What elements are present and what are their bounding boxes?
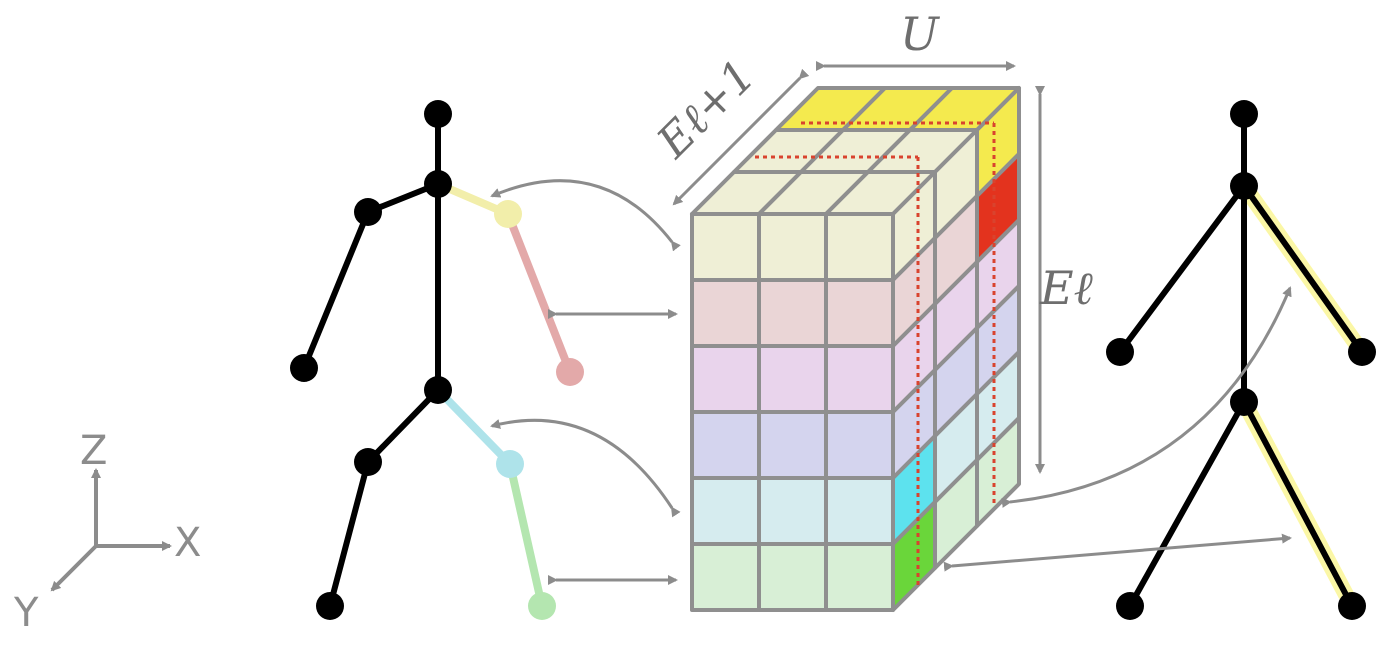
- z-axis-label: Z: [80, 428, 107, 474]
- right-foot-joint: [1338, 592, 1366, 620]
- front-cell: [757, 476, 828, 546]
- hip-bone: [365, 387, 441, 465]
- leg-column-arrow: [943, 533, 1292, 572]
- y-axis-label: Y: [13, 590, 39, 636]
- front-cell: [824, 278, 895, 348]
- arm-column-arrow: [1001, 286, 1292, 508]
- left-arm-bone: [1117, 183, 1247, 355]
- right-hand-joint: [1348, 338, 1376, 366]
- front-cell: [757, 344, 828, 414]
- neck-joint: [424, 170, 452, 198]
- mapping-arrows-right: [943, 286, 1292, 572]
- front-cell: [757, 410, 828, 480]
- y-axis-arrow: [50, 544, 98, 592]
- front-cell: [824, 476, 895, 546]
- front-cell: [690, 542, 761, 612]
- elbow-joint: [354, 198, 382, 226]
- right-leg-bone: [1241, 399, 1355, 609]
- arm-to-row-arrow: [490, 179, 681, 252]
- colored-hand-joint: [556, 358, 584, 386]
- front-cell: [690, 278, 761, 348]
- left-leg-lower-bone: [506, 460, 546, 610]
- left-hand-joint: [1106, 338, 1134, 366]
- left-leg-upper-bone: [434, 386, 514, 468]
- depth-label: Eℓ+1: [647, 50, 765, 168]
- leg-bone: [327, 459, 371, 609]
- right-arm-bone: [1241, 183, 1365, 355]
- front-cell: [690, 476, 761, 546]
- front-cell: [757, 278, 828, 348]
- mapping-arrows-left: [490, 179, 681, 585]
- tensor-cube: [690, 86, 1021, 612]
- x-axis-label: X: [174, 520, 201, 566]
- leg-to-row-arrow: [490, 418, 681, 518]
- height-label: Eℓ: [1039, 261, 1094, 315]
- left-arm-lower-bone: [504, 210, 574, 376]
- arm-bone: [301, 209, 371, 371]
- front-cell: [690, 212, 761, 282]
- hand-joint: [290, 354, 318, 382]
- front-cell: [690, 410, 761, 480]
- front-cell: [824, 542, 895, 612]
- front-cell: [824, 212, 895, 282]
- u-label: U: [900, 7, 941, 61]
- depth-dimension-arrow: [672, 68, 810, 206]
- front-cell: [757, 542, 828, 612]
- coordinate-axes: X Z Y: [13, 428, 201, 636]
- colored-foot-joint: [528, 592, 556, 620]
- left-foot-joint: [1116, 592, 1144, 620]
- front-cell: [824, 410, 895, 480]
- knee-joint: [354, 448, 382, 476]
- front-cell: [757, 212, 828, 282]
- foot-joint: [316, 592, 344, 620]
- pelvis-joint: [424, 376, 452, 404]
- neck-joint: [1230, 172, 1258, 200]
- head-joint: [424, 100, 452, 128]
- front-cell: [690, 344, 761, 414]
- left-skeleton: [290, 100, 584, 620]
- head-joint: [1230, 100, 1258, 128]
- colored-knee-joint: [496, 450, 524, 478]
- colored-elbow-joint: [494, 200, 522, 228]
- front-cell: [824, 344, 895, 414]
- pelvis-joint: [1230, 388, 1258, 416]
